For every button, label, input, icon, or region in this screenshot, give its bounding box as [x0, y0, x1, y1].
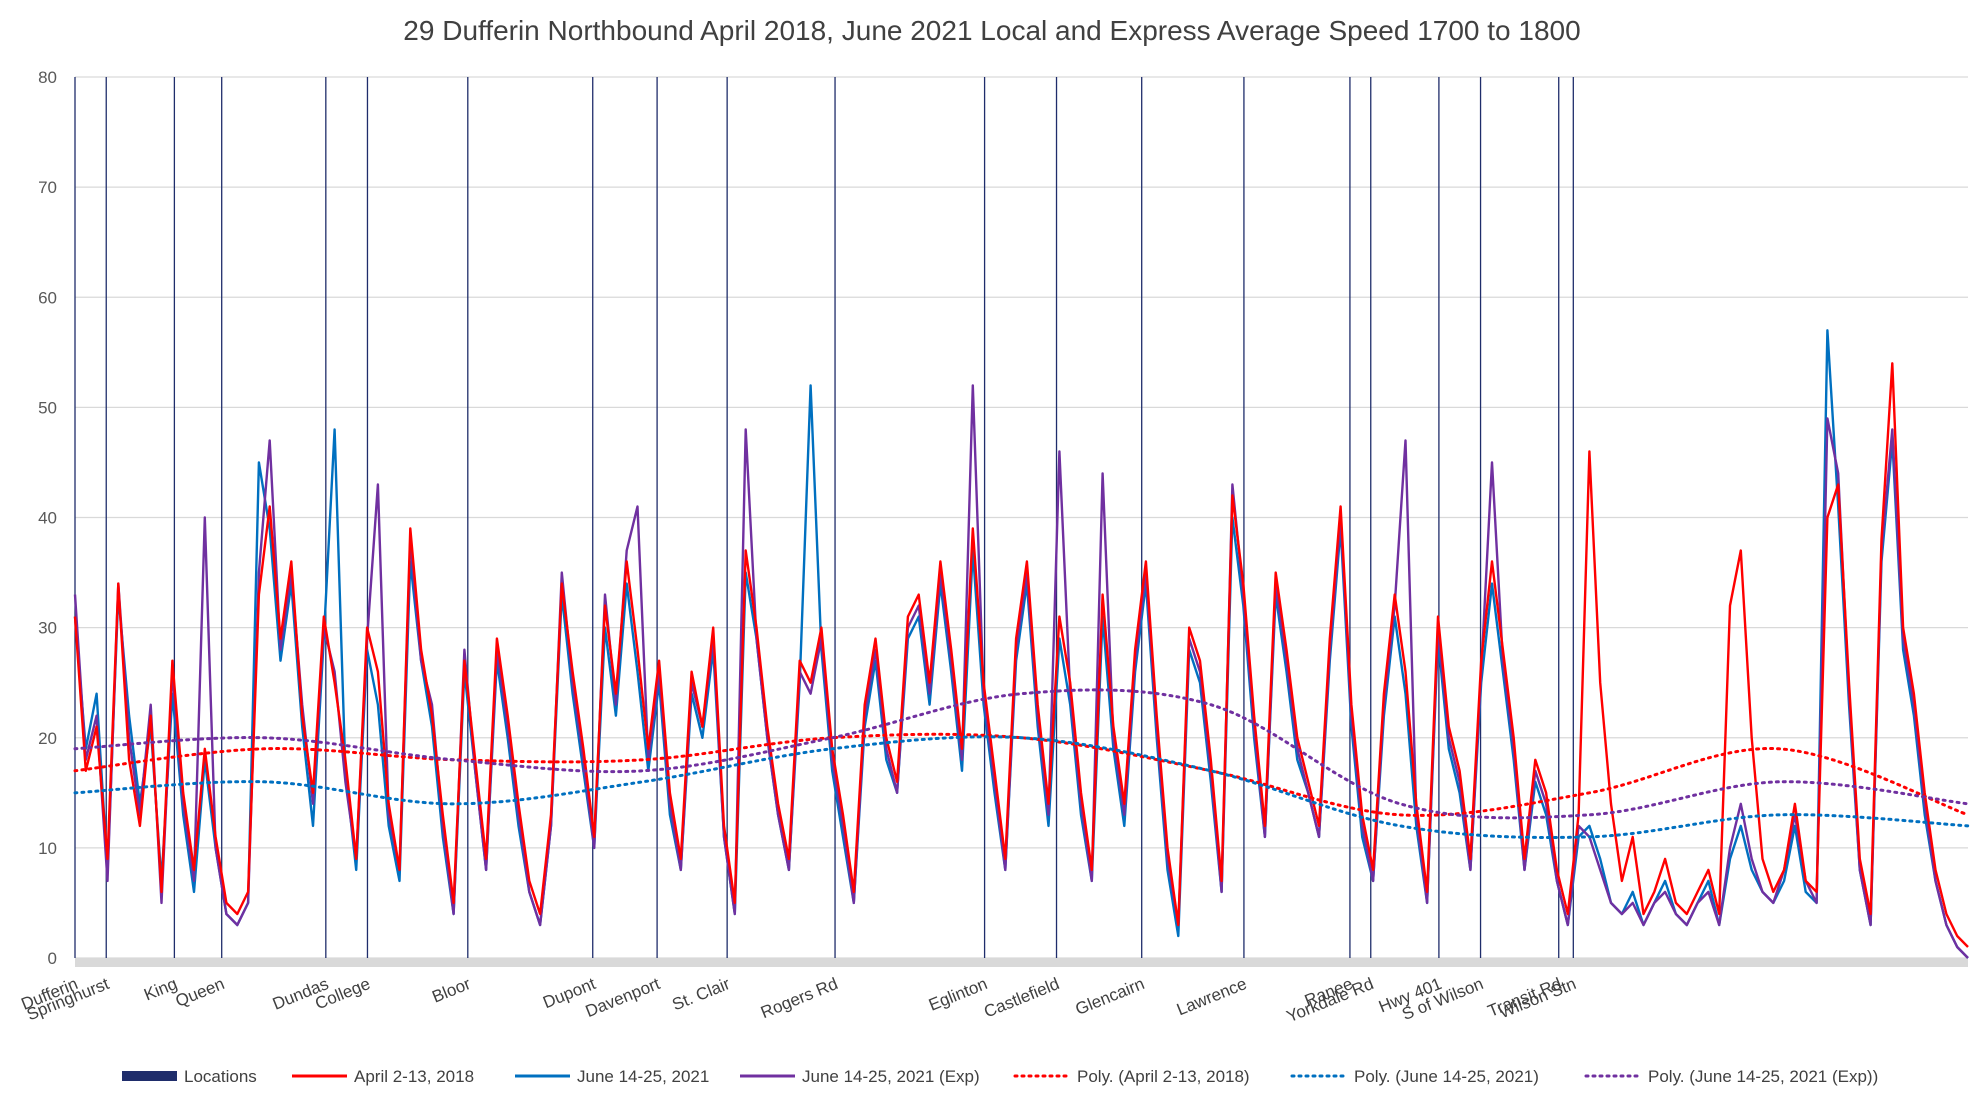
series-line [73, 384, 1969, 959]
location-label: Davenport [583, 974, 663, 1021]
series-lines [73, 329, 1970, 959]
legend-label: June 14-25, 2021 (Exp) [802, 1067, 980, 1086]
y-tick-label: 0 [48, 949, 57, 968]
y-tick-label: 10 [38, 839, 57, 858]
y-axis-ticks: 0 10 20 30 40 50 60 70 80 [38, 68, 57, 968]
y-tick-label: 50 [38, 398, 57, 417]
y-tick-label: 30 [38, 619, 57, 638]
y-tick-label: 20 [38, 729, 57, 748]
y-tick-label: 80 [38, 68, 57, 87]
series-line [73, 735, 1970, 839]
x-axis-band [75, 958, 1968, 967]
series-line [73, 362, 1969, 948]
chart-title: 29 Dufferin Northbound April 2018, June … [403, 15, 1580, 46]
location-label: Rogers Rd [758, 974, 840, 1022]
location-label: Queen [173, 974, 227, 1011]
location-label: Glencairn [1073, 974, 1148, 1019]
location-label: Castlefield [981, 974, 1062, 1021]
legend-label: Poly. (June 14-25, 2021) [1354, 1067, 1539, 1086]
location-label: Eglinton [926, 974, 990, 1015]
y-tick-label: 40 [38, 509, 57, 528]
y-tick-label: 60 [38, 288, 57, 307]
location-label: King [141, 974, 180, 1004]
series-line [73, 688, 1970, 820]
series-line [73, 329, 1969, 959]
legend-label: June 14-25, 2021 [577, 1067, 709, 1086]
legend: Locations April 2-13, 2018 June 14-25, 202… [122, 1067, 1878, 1086]
legend-label: Locations [184, 1067, 257, 1086]
legend-label: Poly. (June 14-25, 2021 (Exp)) [1648, 1067, 1878, 1086]
location-label: Bloor [429, 974, 473, 1007]
location-label: Lawrence [1174, 974, 1249, 1019]
location-label: St. Clair [669, 974, 732, 1014]
gridlines [75, 76, 1968, 967]
legend-swatch [122, 1071, 177, 1081]
legend-label: Poly. (April 2-13, 2018) [1077, 1067, 1250, 1086]
legend-label: April 2-13, 2018 [354, 1067, 474, 1086]
y-tick-label: 70 [38, 178, 57, 197]
series-line [73, 732, 1970, 817]
